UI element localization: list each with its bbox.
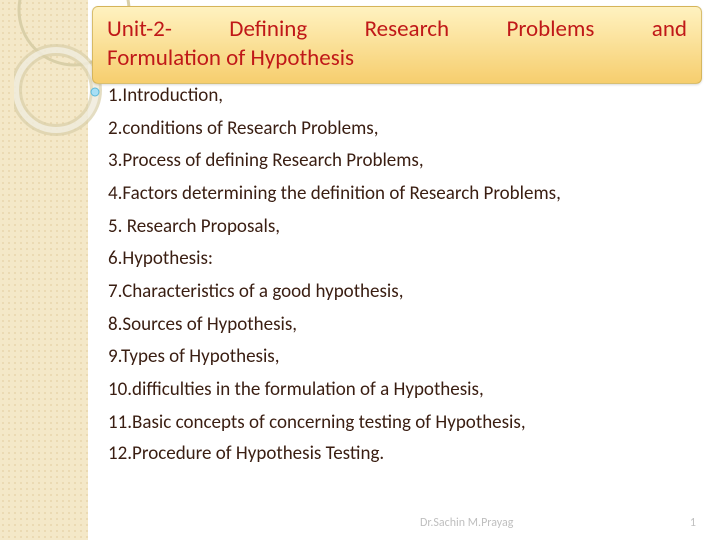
list-item: 3.Process of defining Research Problems, bbox=[108, 145, 698, 178]
list-item: 12.Procedure of Hypothesis Testing. bbox=[108, 441, 698, 467]
list-item: 7.Characteristics of a good hypothesis, bbox=[108, 276, 698, 309]
list-item: 11.Basic concepts of concerning testing … bbox=[108, 407, 698, 440]
list-item: 6.Hypothesis: bbox=[108, 243, 698, 276]
slide-title-line2: Formulation of Hypothesis bbox=[107, 44, 687, 73]
list-item: 10.difficulties in the formulation of a … bbox=[108, 374, 698, 407]
footer-author: Dr.Sachin M.Prayag bbox=[420, 516, 513, 530]
slide-title-box: Unit-2- Defining Research Problems and F… bbox=[92, 6, 702, 84]
left-pattern-band bbox=[0, 0, 88, 540]
topic-list: 1.Introduction,2.conditions of Research … bbox=[108, 80, 698, 467]
list-item: 9.Types of Hypothesis, bbox=[108, 341, 698, 374]
list-item: 5. Research Proposals, bbox=[108, 211, 698, 244]
list-item: 1.Introduction, bbox=[108, 80, 698, 113]
slide-title-line1: Unit-2- Defining Research Problems and bbox=[107, 15, 687, 44]
bullet-icon bbox=[90, 87, 100, 97]
footer-page-number: 1 bbox=[690, 516, 696, 530]
list-item: 2.conditions of Research Problems, bbox=[108, 113, 698, 146]
list-item: 4.Factors determining the definition of … bbox=[108, 178, 698, 211]
list-item: 8.Sources of Hypothesis, bbox=[108, 309, 698, 342]
